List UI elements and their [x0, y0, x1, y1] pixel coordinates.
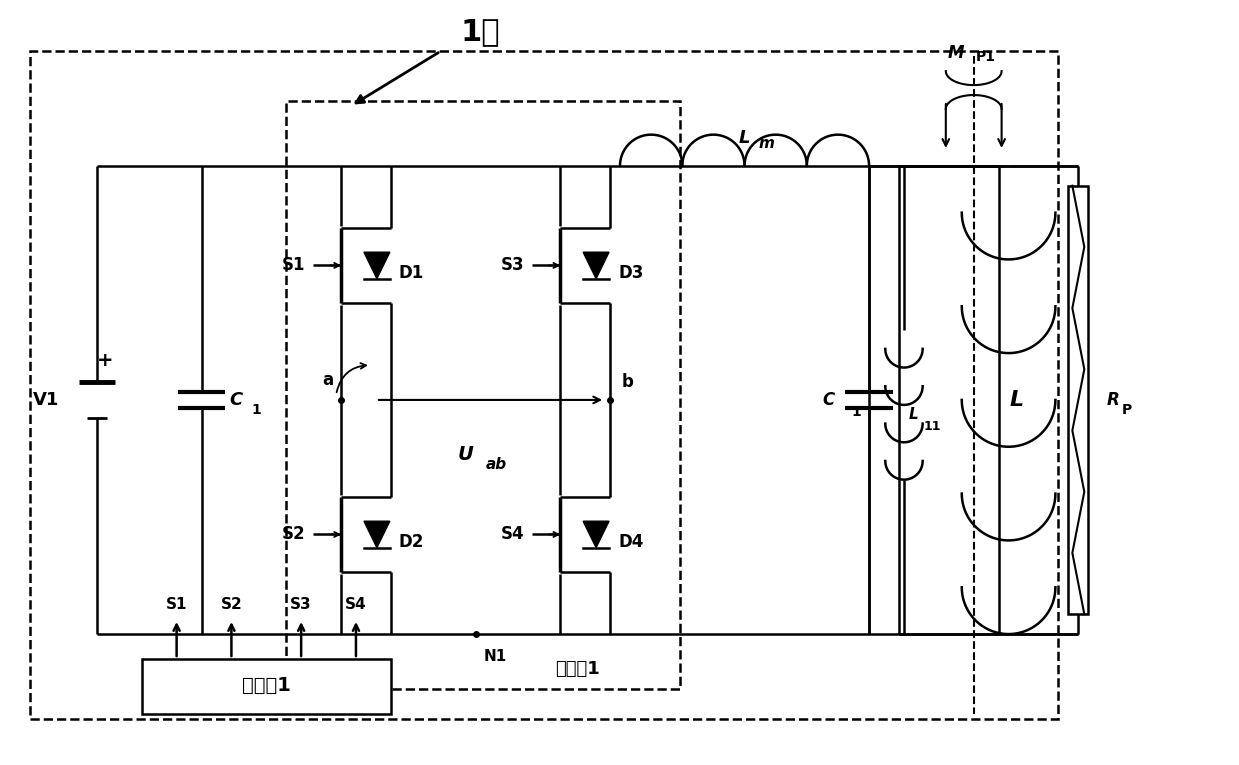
Polygon shape — [584, 521, 610, 548]
Text: M: M — [948, 44, 964, 62]
Text: 1: 1 — [252, 403, 261, 417]
Text: D1: D1 — [399, 265, 424, 282]
Text: S2: S2 — [221, 597, 243, 612]
Text: D2: D2 — [399, 533, 424, 552]
Text: b: b — [622, 373, 634, 391]
Text: +: + — [97, 350, 113, 369]
FancyArrowPatch shape — [999, 104, 1005, 146]
FancyArrowPatch shape — [337, 363, 366, 392]
Text: D3: D3 — [618, 265, 643, 282]
Polygon shape — [364, 521, 390, 548]
Polygon shape — [364, 252, 390, 278]
Text: L: L — [1010, 390, 1023, 410]
Text: ab: ab — [486, 457, 507, 472]
Bar — [1068, 186, 1088, 614]
Bar — [141, 659, 390, 714]
Text: S1: S1 — [166, 597, 187, 612]
Text: S3: S3 — [290, 597, 312, 612]
Text: 1: 1 — [851, 405, 861, 419]
Text: 控制器1: 控制器1 — [242, 676, 291, 695]
Text: S1: S1 — [281, 256, 305, 275]
Text: S2: S2 — [281, 526, 305, 543]
Text: V1: V1 — [32, 391, 59, 409]
Text: R: R — [1106, 391, 1119, 409]
Text: S4: S4 — [501, 526, 524, 543]
Text: C: C — [821, 391, 834, 409]
Text: P1: P1 — [975, 50, 996, 64]
Text: a: a — [322, 371, 333, 389]
Text: N1: N1 — [483, 649, 507, 663]
Text: L: L — [909, 408, 918, 422]
Text: P: P — [1123, 403, 1132, 417]
Text: 11: 11 — [924, 420, 942, 433]
Text: L: L — [738, 129, 751, 147]
Text: 変換器1: 変換器1 — [555, 660, 600, 678]
Text: U: U — [457, 445, 473, 464]
FancyArrowPatch shape — [943, 104, 949, 146]
Text: S3: S3 — [501, 256, 524, 275]
Text: D4: D4 — [618, 533, 643, 552]
Text: m: m — [758, 136, 774, 151]
Polygon shape — [584, 252, 610, 278]
Text: S4: S4 — [346, 597, 367, 612]
Bar — [286, 101, 680, 689]
Text: 1侧: 1侧 — [461, 17, 501, 46]
Text: C: C — [229, 391, 243, 409]
Bar — [30, 51, 1058, 719]
